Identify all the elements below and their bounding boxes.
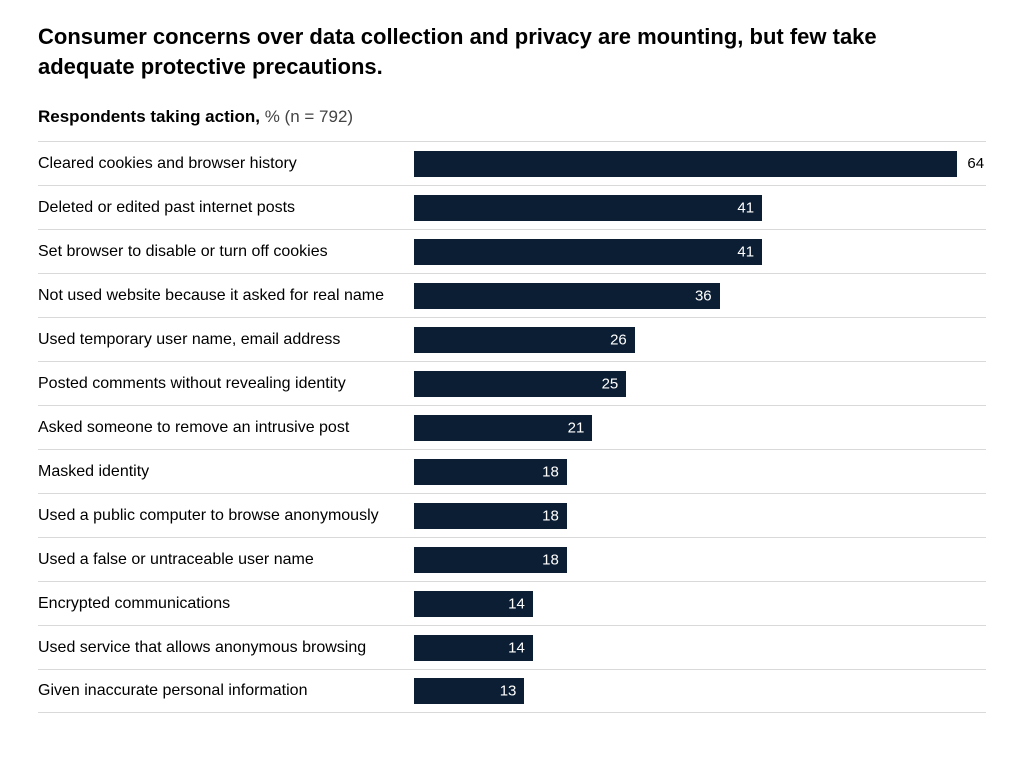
bar-label: Used a public computer to browse anonymo… bbox=[38, 506, 414, 526]
bar-label: Masked identity bbox=[38, 462, 414, 482]
bar: 41 bbox=[414, 195, 762, 221]
chart-row: Used service that allows anonymous brows… bbox=[38, 625, 986, 669]
bar-area: 41 bbox=[414, 195, 986, 221]
bar-value: 41 bbox=[737, 199, 754, 216]
chart-row: Masked identity 18 bbox=[38, 449, 986, 493]
bar: 21 bbox=[414, 415, 592, 441]
bar-label: Given inaccurate personal information bbox=[38, 681, 414, 701]
bar-value: 64 bbox=[967, 155, 984, 172]
chart-row: Used temporary user name, email address 2… bbox=[38, 317, 986, 361]
bar-area: 18 bbox=[414, 503, 986, 529]
chart-row: Encrypted communications 14 bbox=[38, 581, 986, 625]
bar: 14 bbox=[414, 591, 533, 617]
bar: 26 bbox=[414, 327, 635, 353]
bar-value: 13 bbox=[500, 683, 517, 700]
bar-value: 21 bbox=[568, 419, 585, 436]
chart-row: Cleared cookies and browser history 64 bbox=[38, 141, 986, 185]
bar-area: 64 bbox=[414, 151, 986, 177]
chart-container: Consumer concerns over data collection a… bbox=[0, 0, 1024, 723]
bar: 41 bbox=[414, 239, 762, 265]
subtitle-light: % (n = 792) bbox=[260, 107, 353, 126]
bar: 25 bbox=[414, 371, 626, 397]
bar: 14 bbox=[414, 635, 533, 661]
bar-area: 25 bbox=[414, 371, 986, 397]
bar-area: 14 bbox=[414, 591, 986, 617]
bar-label: Encrypted communications bbox=[38, 594, 414, 614]
subtitle-bold: Respondents taking action, bbox=[38, 107, 260, 126]
bar-value: 36 bbox=[695, 287, 712, 304]
bar: 18 bbox=[414, 503, 567, 529]
bar-area: 14 bbox=[414, 635, 986, 661]
bar-value: 25 bbox=[602, 375, 619, 392]
bar-area: 21 bbox=[414, 415, 986, 441]
bar-value: 41 bbox=[737, 243, 754, 260]
bar-label: Set browser to disable or turn off cooki… bbox=[38, 242, 414, 262]
bar: 18 bbox=[414, 547, 567, 573]
chart-row: Used a false or untraceable user name 18 bbox=[38, 537, 986, 581]
bar: 13 bbox=[414, 678, 524, 704]
chart-subtitle: Respondents taking action, % (n = 792) bbox=[38, 107, 986, 127]
bar-value: 18 bbox=[542, 463, 559, 480]
bar-value: 18 bbox=[542, 551, 559, 568]
bar-area: 36 bbox=[414, 283, 986, 309]
chart-row: Not used website because it asked for re… bbox=[38, 273, 986, 317]
bar-value: 18 bbox=[542, 507, 559, 524]
bar-value: 14 bbox=[508, 595, 525, 612]
bar-area: 13 bbox=[414, 678, 986, 704]
chart-row: Set browser to disable or turn off cooki… bbox=[38, 229, 986, 273]
bar-label: Posted comments without revealing identi… bbox=[38, 374, 414, 394]
chart-title: Consumer concerns over data collection a… bbox=[38, 22, 938, 81]
bar: 18 bbox=[414, 459, 567, 485]
chart-row: Used a public computer to browse anonymo… bbox=[38, 493, 986, 537]
chart-row: Asked someone to remove an intrusive pos… bbox=[38, 405, 986, 449]
bar bbox=[414, 151, 957, 177]
bar-label: Used service that allows anonymous brows… bbox=[38, 638, 414, 658]
bar-label: Cleared cookies and browser history bbox=[38, 154, 414, 174]
bar-label: Asked someone to remove an intrusive pos… bbox=[38, 418, 414, 438]
chart-row: Posted comments without revealing identi… bbox=[38, 361, 986, 405]
bar-label: Deleted or edited past internet posts bbox=[38, 198, 414, 218]
bar-label: Used temporary user name, email address bbox=[38, 330, 414, 350]
bar-area: 18 bbox=[414, 547, 986, 573]
bar-chart: Cleared cookies and browser history 64 Del… bbox=[38, 141, 986, 713]
bar: 36 bbox=[414, 283, 720, 309]
bar-value: 26 bbox=[610, 331, 627, 348]
chart-row: Given inaccurate personal information 13 bbox=[38, 669, 986, 713]
bar-area: 41 bbox=[414, 239, 986, 265]
bar-value: 14 bbox=[508, 639, 525, 656]
chart-row: Deleted or edited past internet posts 41 bbox=[38, 185, 986, 229]
bar-area: 26 bbox=[414, 327, 986, 353]
bar-area: 18 bbox=[414, 459, 986, 485]
bar-label: Used a false or untraceable user name bbox=[38, 550, 414, 570]
bar-label: Not used website because it asked for re… bbox=[38, 286, 414, 306]
